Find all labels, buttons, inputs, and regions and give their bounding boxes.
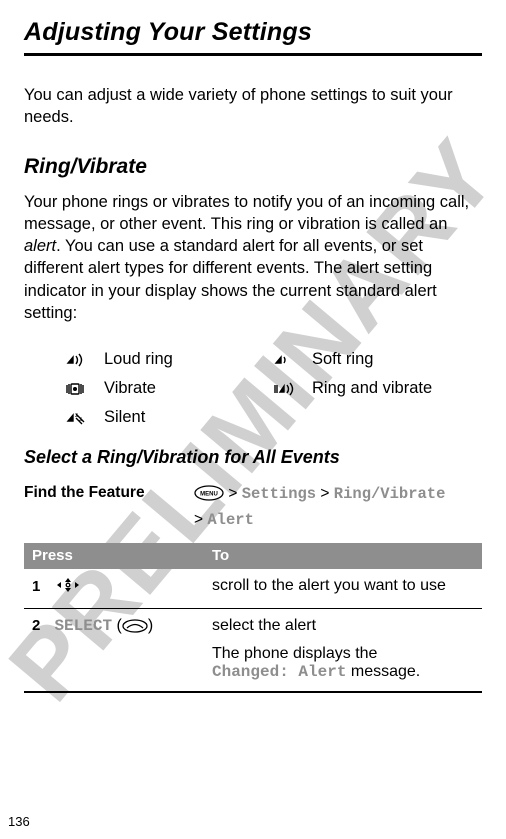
step2-line2b: message. — [346, 663, 420, 680]
paren-open: ( — [112, 617, 122, 634]
table-header-row: Press To — [24, 543, 482, 569]
title-rule — [24, 53, 482, 56]
svg-text:z: z — [79, 417, 82, 423]
steps-table: Press To 1 scroll to the alert you want … — [24, 543, 482, 693]
loud-ring-icon — [66, 353, 104, 367]
ring-body-em: alert — [24, 237, 56, 255]
svg-text:MENU: MENU — [200, 492, 218, 498]
vibrate-label: Vibrate — [104, 379, 274, 398]
path-gt-3: > — [194, 511, 203, 528]
page-content: Adjusting Your Settings You can adjust a… — [24, 18, 482, 693]
table-row: 1 scroll to the alert you want to use — [24, 569, 482, 609]
svg-text:z: z — [75, 413, 78, 419]
find-feature-row: Find the Feature MENU > Settings > Ring/… — [24, 482, 482, 533]
step-2-to-line2: The phone displays the Changed: Alert me… — [212, 645, 474, 681]
softkey-icon — [122, 619, 148, 638]
soft-ring-icon — [274, 353, 312, 367]
col-to: To — [204, 543, 482, 569]
path-settings: Settings — [242, 485, 316, 503]
path-ring-vibrate: Ring/Vibrate — [334, 485, 446, 503]
silent-label: Silent — [104, 408, 274, 427]
select-ring-subheading: Select a Ring/Vibration for All Events — [24, 447, 482, 468]
ring-and-vibrate-icon — [274, 382, 312, 396]
loud-ring-label: Loud ring — [104, 350, 274, 369]
alert-indicator-grid: Loud ring Soft ring Vibrate Ring and vib… — [66, 350, 482, 427]
intro-paragraph: You can adjust a wide variety of phone s… — [24, 84, 482, 129]
step-number-1: 1 — [32, 578, 50, 595]
step-1-to: scroll to the alert you want to use — [204, 569, 482, 609]
step-number-2: 2 — [32, 617, 50, 634]
step2-line2a: The phone displays the — [212, 645, 377, 662]
path-gt-1: > — [228, 485, 237, 502]
select-softkey-label: SELECT — [54, 617, 112, 635]
col-press: Press — [24, 543, 204, 569]
menu-key-icon: MENU — [194, 485, 224, 508]
ring-and-vibrate-label: Ring and vibrate — [312, 379, 482, 398]
step-2-to-line1: select the alert — [212, 617, 474, 635]
silent-icon: zz — [66, 411, 104, 425]
ring-vibrate-body: Your phone rings or vibrates to notify y… — [24, 191, 482, 325]
paren-close: ) — [148, 617, 153, 634]
find-feature-label: Find the Feature — [24, 482, 194, 502]
page-title: Adjusting Your Settings — [24, 18, 482, 47]
ring-body-pre: Your phone rings or vibrates to notify y… — [24, 193, 469, 233]
ring-vibrate-heading: Ring/Vibrate — [24, 155, 482, 179]
four-way-nav-icon — [54, 577, 82, 598]
soft-ring-label: Soft ring — [312, 350, 482, 369]
vibrate-icon — [66, 382, 104, 396]
table-row: 2 SELECT () select the alert The phone d… — [24, 608, 482, 692]
changed-alert-label: Changed: Alert — [212, 663, 346, 681]
path-alert: Alert — [207, 511, 254, 529]
ring-body-post: . You can use a standard alert for all e… — [24, 237, 437, 322]
path-gt-2: > — [320, 485, 329, 502]
page-number: 136 — [8, 814, 30, 829]
find-feature-path: MENU > Settings > Ring/Vibrate > Alert — [194, 482, 445, 533]
